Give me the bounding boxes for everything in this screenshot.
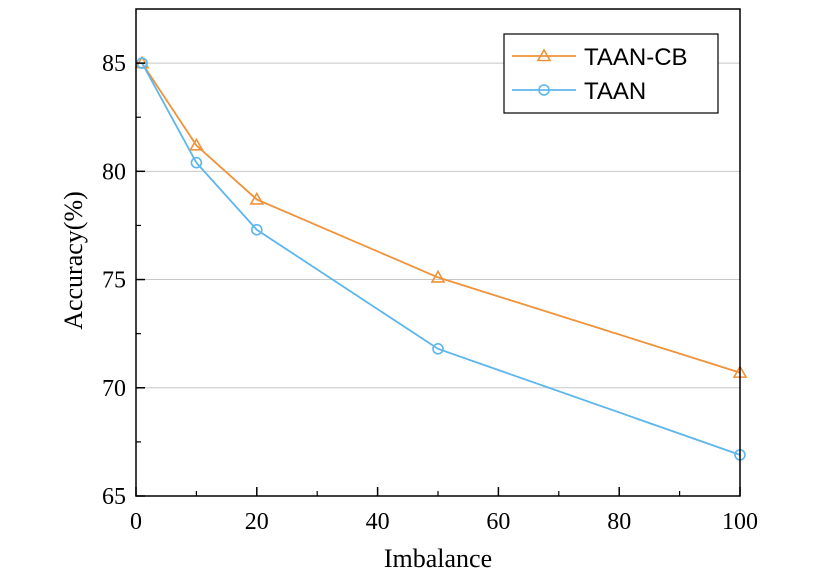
legend-label-taan-cb: TAAN-CB [584, 44, 688, 71]
data-point-taan-cb [189, 137, 204, 151]
y-tick-label: 75 [102, 268, 126, 294]
x-tick-label: 0 [130, 509, 142, 535]
x-axis-title: Imbalance [384, 544, 492, 573]
x-tick-label: 40 [366, 509, 390, 535]
data-point-taan-cb [430, 269, 446, 283]
y-tick-label: 70 [102, 376, 126, 402]
x-tick-label: 80 [607, 509, 631, 535]
series-line-taan-cb [141, 62, 741, 374]
legend-box [503, 33, 719, 114]
y-axis-title: Accuracy(%) [59, 191, 88, 330]
data-point-taan [190, 156, 203, 169]
data-point-taan-cb [249, 191, 265, 205]
legend: TAAN-CB TAAN [503, 33, 719, 114]
x-tick-label: 20 [245, 509, 269, 535]
x-tick-label: 60 [486, 509, 510, 535]
x-tick-label: 100 [722, 509, 758, 535]
axis-ticks: 0 20 40 60 80 100 65 70 75 80 85 [102, 51, 758, 535]
y-tick-label: 65 [102, 484, 126, 510]
data-point-taan [432, 343, 444, 355]
data-point-taan [250, 223, 263, 236]
legend-label-taan: TAAN [584, 78, 646, 105]
y-tick-label: 85 [102, 51, 126, 77]
y-tick-label: 80 [102, 159, 126, 185]
legend-marker-taan-cb [536, 48, 552, 62]
series-layer [134, 55, 748, 461]
series-line-taan [141, 62, 741, 456]
legend-marker-taan [538, 84, 550, 96]
